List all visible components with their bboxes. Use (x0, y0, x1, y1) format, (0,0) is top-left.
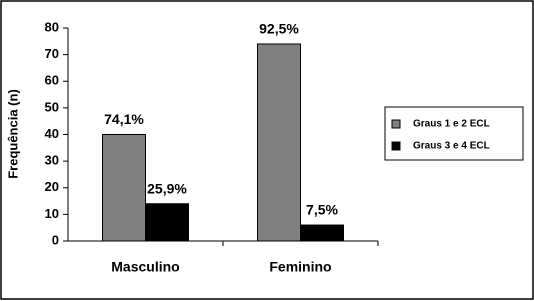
x-tick-label: Feminino (269, 259, 331, 275)
percent-label: 25,9% (147, 180, 187, 196)
y-tick-label: 50 (45, 99, 59, 114)
legend-label: Graus 3 e 4 ECL (413, 141, 490, 152)
y-tick-label: 0 (52, 232, 59, 247)
y-tick-label: 80 (45, 19, 59, 34)
y-tick-label: 20 (45, 179, 59, 194)
legend-swatch (391, 119, 401, 129)
bar (257, 43, 301, 242)
y-tick-label: 70 (45, 46, 59, 61)
y-tick-label: 10 (45, 206, 59, 221)
legend-label: Graus 1 e 2 ECL (413, 119, 490, 130)
percent-label: 92,5% (259, 21, 299, 37)
legend-swatch (391, 141, 401, 151)
y-tick-label: 30 (45, 153, 59, 168)
bar (300, 224, 344, 242)
y-tick-label: 40 (45, 126, 59, 141)
percent-label: 74,1% (104, 111, 144, 127)
x-tick-label: Masculino (111, 259, 179, 275)
y-tick-label: 60 (45, 73, 59, 88)
y-axis-label: Frequência (n) (5, 89, 20, 179)
percent-label: 7,5% (306, 202, 338, 218)
legend-box (384, 106, 524, 161)
bar (102, 134, 146, 242)
bar (145, 203, 189, 242)
